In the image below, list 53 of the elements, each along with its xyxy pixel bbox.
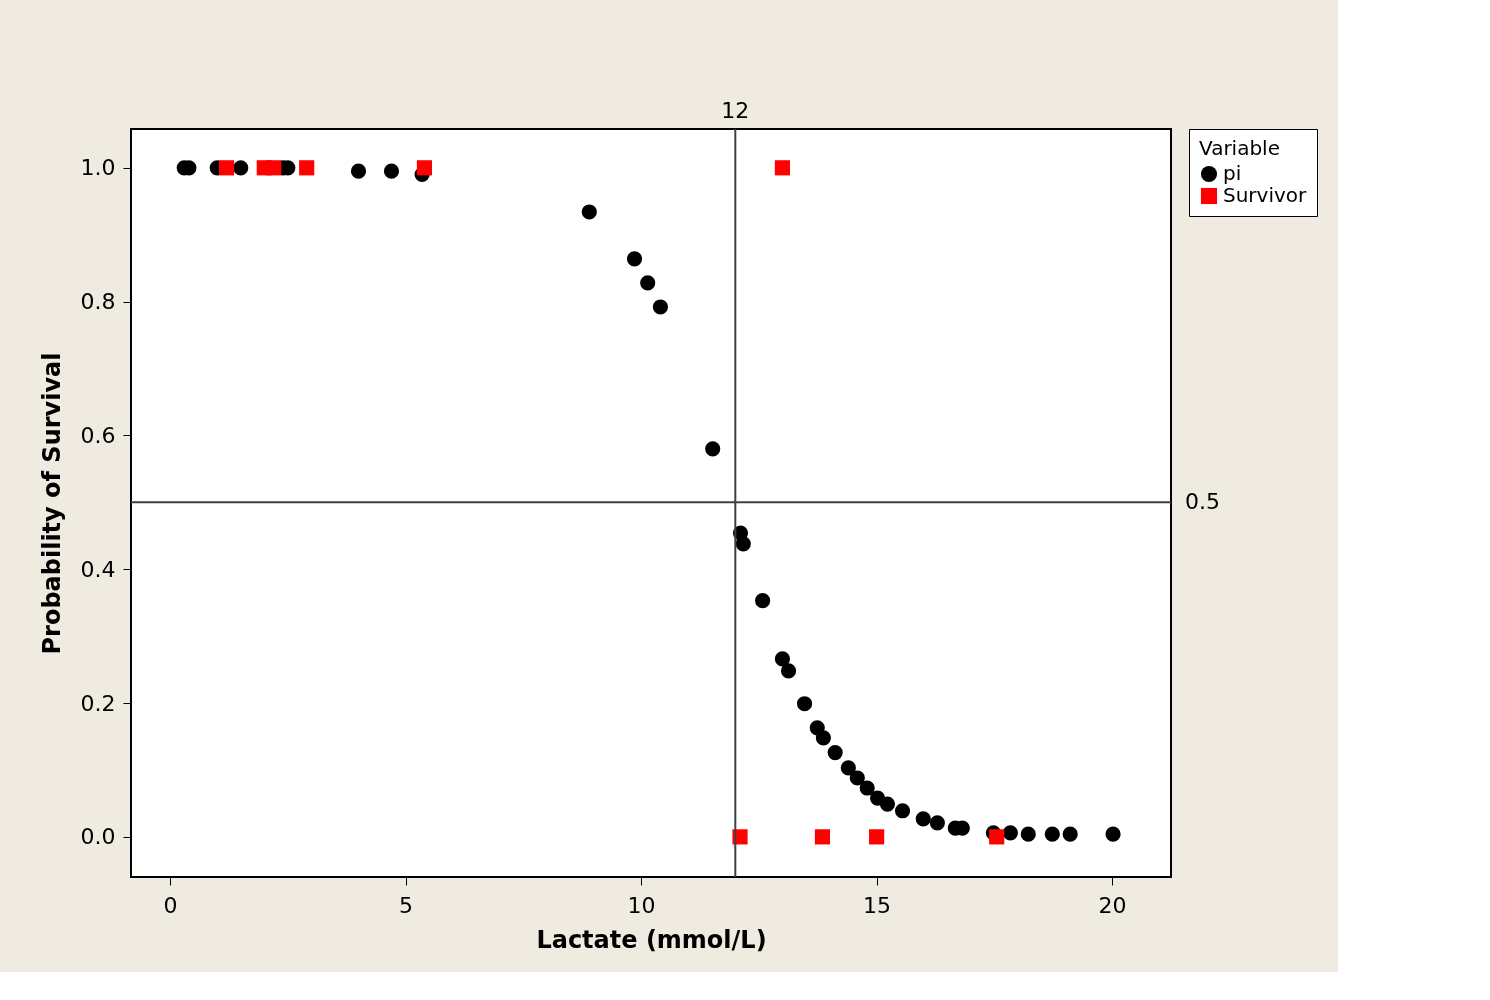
legend-label: pi [1223,161,1242,185]
point [879,796,896,812]
point [755,593,771,609]
point [1020,826,1036,842]
point [581,204,597,220]
point [626,251,643,267]
point [350,163,367,179]
x-tick-label: 0 [163,892,178,918]
ref-line-label: 0.5 [1185,489,1220,515]
point [652,299,668,315]
point [915,811,931,827]
point [416,160,433,176]
point [780,663,797,679]
point [735,536,751,552]
legend-label: Survivor [1223,183,1308,207]
x-tick-label: 5 [399,892,414,918]
point [219,160,235,176]
x-tick-label: 15 [863,892,892,918]
point [383,163,400,179]
legend-title: Variable [1199,136,1280,160]
point [233,160,249,176]
point [1062,826,1078,842]
y-tick-label: 0.6 [80,422,116,448]
y-tick-label: 0.8 [80,289,116,315]
point [827,744,843,761]
point [1044,826,1060,842]
point [840,760,856,776]
point [796,696,813,712]
point [929,815,945,831]
ref-line-label: 12 [721,98,750,123]
x-tick-label: 20 [1098,892,1127,918]
point [869,829,885,845]
y-tick-label: 0.4 [80,556,116,582]
point [640,275,656,291]
point [814,829,831,845]
point [299,160,315,176]
point [815,730,831,746]
point [1105,826,1121,842]
point [266,160,282,176]
y-tick-label: 0.0 [80,824,116,850]
point [859,780,875,796]
point [774,160,790,176]
x-axis-title: Lactate (mmol/L) [536,925,767,954]
y-axis-title: Probability of Survival [37,352,66,655]
point [705,441,721,457]
point [894,803,911,819]
point [849,770,865,786]
point [1002,825,1018,841]
point [774,651,790,667]
y-tick-label: 0.2 [80,690,116,716]
point [989,829,1005,845]
x-tick-label: 10 [627,892,656,918]
y-tick-label: 1.0 [80,155,116,181]
